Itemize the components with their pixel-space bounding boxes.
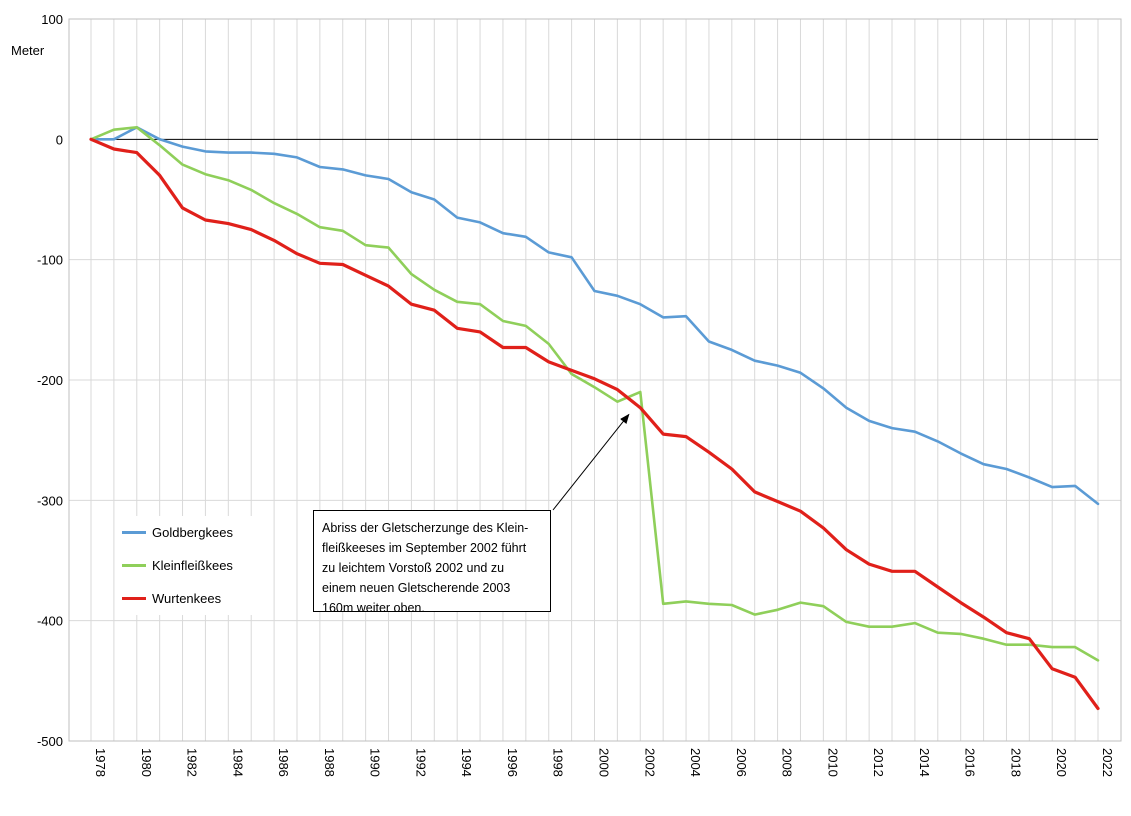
annotation-arrow xyxy=(552,413,630,511)
x-tick-label: 2002 xyxy=(642,748,657,777)
x-tick-label: 1996 xyxy=(505,748,520,777)
legend-item-goldbergkees: Goldbergkees xyxy=(122,516,262,549)
annotation-line: Abriss der Gletscherzunge des Klein- xyxy=(322,521,529,535)
legend-item-kleinfleisskees: Kleinfleißkees xyxy=(122,549,262,582)
legend-item-wurtenkees: Wurtenkees xyxy=(122,582,262,615)
x-tick-label: 1992 xyxy=(413,748,428,777)
y-tick-label: -500 xyxy=(37,734,63,749)
annotation-line: 160m weiter oben. xyxy=(322,601,425,615)
x-tick-label: 2014 xyxy=(917,748,932,777)
x-tick-label: 1984 xyxy=(230,748,245,777)
legend-label: Wurtenkees xyxy=(152,591,222,606)
series-lines xyxy=(89,126,1100,711)
x-tick-label: 2020 xyxy=(1054,748,1069,777)
x-tick-label: 2004 xyxy=(688,748,703,777)
series-line-kleinfleikees xyxy=(89,126,1100,662)
series-line-wurtenkees xyxy=(89,137,1100,711)
x-tick-label: 2018 xyxy=(1008,748,1023,777)
plot-border xyxy=(68,18,1122,742)
x-tick-label: 1990 xyxy=(368,748,383,777)
x-tick-label: 1982 xyxy=(185,748,200,777)
y-axis-label: Meter xyxy=(11,43,45,58)
annotation-line: fleißkeeses im September 2002 führt xyxy=(322,541,527,555)
x-tick-label: 2016 xyxy=(963,748,978,777)
annotation-line: zu leichtem Vorstoß 2002 und zu xyxy=(322,561,505,575)
x-tick-label: 1978 xyxy=(93,748,108,777)
legend-label: Kleinfleißkees xyxy=(152,558,233,573)
x-tick-label: 2006 xyxy=(734,748,749,777)
x-tick-label: 2022 xyxy=(1100,748,1115,777)
legend-swatch-goldbergkees xyxy=(122,531,146,534)
annotation-box: Abriss der Gletscherzunge des Klein- fle… xyxy=(313,510,551,615)
y-tick-label: 100 xyxy=(41,12,63,27)
y-tick-label: 0 xyxy=(56,132,63,147)
y-tick-label: -300 xyxy=(37,493,63,508)
y-tick-label: -400 xyxy=(37,614,63,629)
x-tick-label: 1994 xyxy=(459,748,474,777)
x-tick-label: 2012 xyxy=(871,748,886,777)
x-tick-label: 1986 xyxy=(276,748,291,777)
annotation-line: einem neuen Gletscherende 2003 xyxy=(322,581,511,595)
x-tick-labels: 1978 1980 1982 1984 1986 1988 1990 1992 1994 1996… xyxy=(93,748,1115,777)
legend-swatch-wurtenkees xyxy=(122,597,146,600)
axes xyxy=(68,18,1122,742)
x-tick-label: 2000 xyxy=(597,748,612,777)
legend-label: Goldbergkees xyxy=(152,525,233,540)
x-tick-label: 1998 xyxy=(551,748,566,777)
annotation-arrow-line xyxy=(552,413,630,511)
legend: Goldbergkees Kleinfleißkees Wurtenkees xyxy=(122,516,262,615)
x-tick-label: 2008 xyxy=(780,748,795,777)
y-tick-label: -100 xyxy=(37,253,63,268)
x-tick-label: 1988 xyxy=(322,748,337,777)
x-tick-label: 1980 xyxy=(139,748,154,777)
x-tick-label: 2010 xyxy=(825,748,840,777)
y-tick-labels: 100 0 -100 -200 -300 -400 -500 xyxy=(37,12,63,749)
series-line-goldbergkees xyxy=(89,126,1100,506)
y-tick-label: -200 xyxy=(37,373,63,388)
legend-swatch-kleinfleisskees xyxy=(122,564,146,567)
